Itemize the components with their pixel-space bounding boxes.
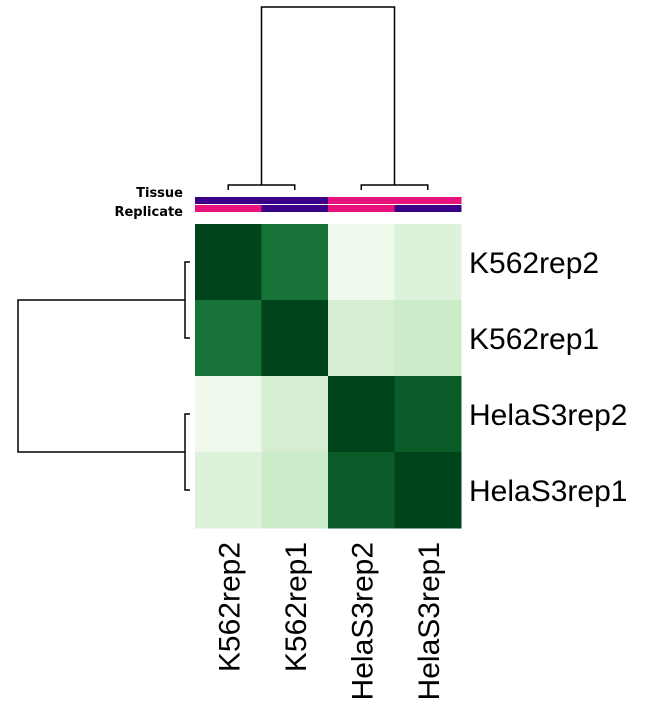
row-dendrogram-branch-2 [17,299,185,453]
heatmap-cell-K562rep2-K562rep2 [195,224,262,301]
column-dendrogram-branch-2 [260,6,396,185]
heatmap-cell-K562rep2-HelaS3rep1 [394,224,462,301]
annotation-replicate-K562rep2 [195,205,262,212]
heatmap-cell-HelaS3rep1-HelaS3rep2 [328,452,395,529]
row-label: K562rep2 [469,247,599,280]
heatmap-cell-HelaS3rep1-K562rep1 [261,452,329,529]
annotation-tissue-K562rep1 [261,197,329,204]
heatmap-cell-K562rep1-HelaS3rep1 [394,300,462,377]
annotation-replicate-HelaS3rep1 [394,205,462,212]
annotation-bars [195,197,462,212]
heatmap-cell-K562rep1-K562rep1 [261,300,329,377]
row-dendrogram-branch-1 [184,413,190,491]
column-label: K562rep1 [280,542,313,672]
replicate-annotation-label: Replicate [114,205,183,220]
heatmap-cell-HelaS3rep2-K562rep1 [261,376,329,453]
row-dendrogram [17,261,190,491]
heatmap-cell-HelaS3rep2-HelaS3rep2 [328,376,395,453]
heatmap-cell-K562rep2-HelaS3rep2 [328,224,395,301]
row-labels: K562rep2 K562rep1 HelaS3rep2 HelaS3rep1 [469,247,627,508]
column-label: K562rep2 [213,542,246,672]
annotation-tissue-HelaS3rep1 [394,197,462,204]
column-label: HelaS3rep2 [346,542,379,700]
column-labels: K562rep2 K562rep1 HelaS3rep2 HelaS3rep1 [213,542,446,700]
annotation-replicate-K562rep1 [261,205,329,212]
column-dendrogram-branch-1 [360,184,429,190]
annotation-replicate-HelaS3rep2 [328,205,395,212]
row-label: K562rep1 [469,323,599,356]
annotation-tissue-HelaS3rep2 [328,197,395,204]
row-dendrogram-branch-0 [184,261,190,339]
heatmap-cell-K562rep1-K562rep2 [195,300,262,377]
annotation-tissue-K562rep2 [195,197,262,204]
row-label: HelaS3rep2 [469,399,627,432]
row-label: HelaS3rep1 [469,475,627,508]
heatmap-cell-K562rep2-K562rep1 [261,224,329,301]
column-dendrogram-branch-0 [227,184,296,190]
column-label: HelaS3rep1 [413,542,446,700]
column-dendrogram [227,6,429,190]
heatmap-cell-HelaS3rep1-K562rep2 [195,452,262,529]
heatmap-cell-HelaS3rep1-HelaS3rep1 [394,452,462,529]
heatmap-cell-HelaS3rep2-HelaS3rep1 [394,376,462,453]
tissue-annotation-label: Tissue [136,186,183,201]
heatmap-cells [195,224,462,529]
heatmap-cell-HelaS3rep2-K562rep2 [195,376,262,453]
heatmap-cell-K562rep1-HelaS3rep2 [328,300,395,377]
